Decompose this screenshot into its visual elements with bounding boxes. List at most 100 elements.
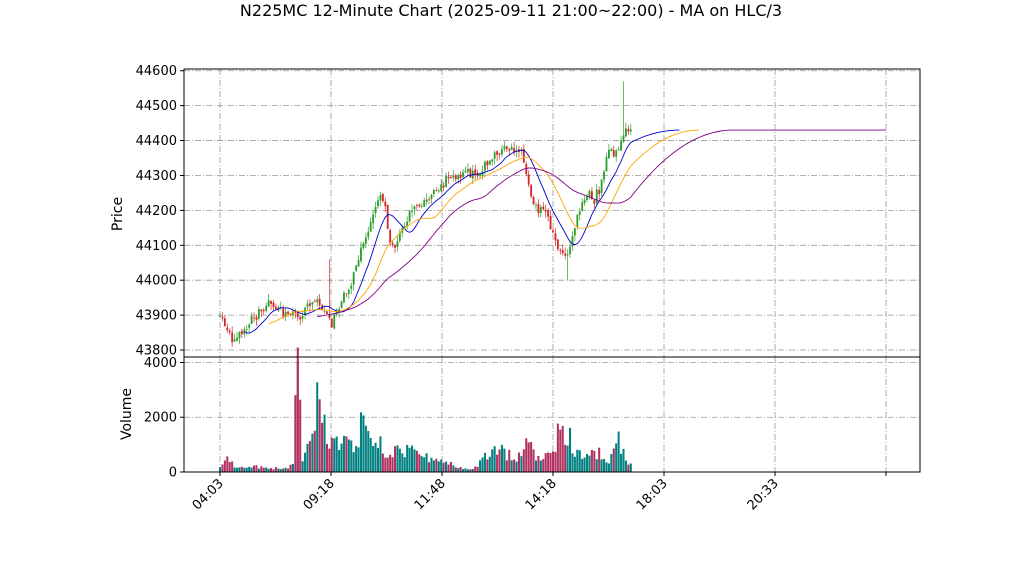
volume-bar: [432, 460, 435, 472]
candle-body: [274, 306, 277, 310]
candle-body: [279, 307, 282, 309]
volume-bar: [248, 466, 251, 472]
price-tick-label: 43800: [136, 344, 177, 359]
volume-bar: [228, 461, 231, 472]
volume-bar: [282, 468, 285, 472]
candle-body: [576, 214, 579, 227]
candle-body: [586, 196, 588, 200]
candle-body: [620, 140, 622, 151]
volume-bar: [571, 453, 574, 472]
volume-bar: [503, 448, 506, 472]
volume-bars: [218, 347, 632, 472]
candle-body: [219, 316, 221, 317]
volume-bar: [342, 435, 345, 472]
candle-body: [221, 316, 224, 319]
candle-body: [559, 249, 562, 251]
volume-bar: [393, 446, 397, 472]
volume-bar: [544, 453, 547, 472]
volume-bar: [323, 414, 326, 472]
candle-body: [360, 247, 362, 262]
candle-body: [510, 146, 513, 151]
candle-body: [607, 149, 610, 159]
candle-body: [610, 148, 613, 151]
candle-body: [474, 169, 477, 175]
volume-bar: [532, 449, 535, 472]
candle-body: [338, 308, 341, 312]
volume-bar: [629, 463, 632, 472]
candle-body: [535, 205, 537, 206]
volume-bar: [389, 454, 392, 472]
candle-body: [600, 179, 603, 194]
candle-body: [284, 311, 287, 318]
volume-bar: [338, 449, 341, 472]
candle-body: [262, 310, 265, 312]
volume-bar: [440, 459, 443, 472]
volume-bar: [415, 450, 418, 472]
volume-bar: [573, 456, 576, 472]
candle-body: [627, 129, 630, 132]
candle-body: [340, 301, 343, 308]
candle-body: [622, 135, 625, 142]
candle-body: [226, 327, 229, 331]
candle-body: [389, 230, 392, 244]
candle-body: [318, 298, 321, 306]
candle-body: [223, 318, 226, 327]
volume-bar: [437, 461, 440, 472]
candle-body: [452, 175, 455, 178]
volume-bar: [274, 467, 277, 472]
volume-bar: [559, 429, 562, 472]
volume-bar: [376, 448, 380, 472]
candle-body: [248, 324, 251, 328]
volume-bar: [593, 450, 596, 472]
volume-bar: [240, 466, 243, 472]
price-tick-label: 44300: [136, 169, 177, 184]
volume-bar: [221, 464, 224, 472]
candle-body: [503, 146, 506, 150]
candle-body: [367, 231, 370, 237]
volume-bar: [459, 466, 462, 472]
volume-bar: [287, 468, 290, 472]
volume-bar: [396, 445, 399, 472]
volume-bar: [595, 459, 598, 472]
price-tick-label: 44500: [136, 99, 177, 114]
volume-bar: [517, 452, 520, 472]
candle-body: [423, 200, 426, 207]
candle-body: [583, 199, 586, 204]
candle-body: [236, 337, 238, 341]
candle-body: [408, 211, 411, 222]
volume-bar: [401, 453, 404, 472]
volume-bar: [590, 449, 593, 472]
candle-body: [228, 330, 231, 333]
x-tick-label: 18:03: [634, 476, 671, 513]
volume-bar: [615, 443, 618, 472]
candle-body: [299, 317, 302, 320]
candle-body: [491, 159, 494, 162]
volume-bar: [362, 415, 365, 472]
candle-body: [513, 148, 516, 153]
volume-bar: [605, 462, 608, 472]
candle-body: [265, 305, 268, 311]
volume-bar: [576, 449, 579, 472]
volume-bar: [226, 456, 229, 472]
candle-body: [593, 200, 596, 204]
candle-body: [396, 241, 399, 247]
volume-bar: [457, 468, 460, 472]
volume-bar: [515, 461, 518, 472]
candle-body: [326, 311, 328, 314]
candle-body: [442, 185, 445, 188]
moving-averages: [244, 129, 886, 334]
ma-mid-line: [268, 129, 699, 324]
candle-body: [372, 214, 375, 224]
volume-bar: [598, 447, 601, 472]
candle-body: [539, 207, 542, 213]
volume-bar: [486, 459, 489, 472]
volume-bar: [335, 436, 338, 472]
candle-body: [345, 293, 348, 295]
candle-body: [316, 299, 319, 303]
candle-body: [440, 184, 443, 192]
candle-body: [323, 311, 326, 312]
candle-body: [467, 168, 469, 172]
candle-body: [561, 250, 564, 254]
volume-bar: [233, 467, 236, 472]
candle-body: [479, 174, 482, 177]
